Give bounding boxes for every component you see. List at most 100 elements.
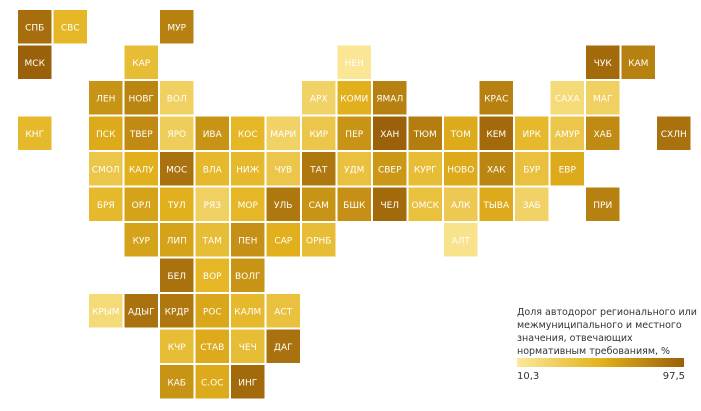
region-tile-label: ВОР bbox=[203, 272, 222, 282]
region-tile-ряз: РЯЗ bbox=[195, 187, 229, 221]
region-tile-rect bbox=[18, 10, 52, 44]
region-tile-мур: МУР bbox=[160, 10, 194, 44]
region-tile-rect bbox=[479, 81, 513, 115]
region-tile-тыва: ТЫВА bbox=[479, 187, 513, 221]
region-tile-label: КОС bbox=[238, 130, 258, 140]
legend-title-line-3: значения, отвечающих bbox=[517, 333, 633, 344]
region-tile-label: ЛЕН bbox=[96, 94, 115, 104]
region-tile-label: ДАГ bbox=[274, 343, 293, 353]
region-tile-rect bbox=[337, 152, 371, 186]
region-tile-label: НОВО bbox=[447, 165, 474, 175]
region-tile-label: РОС bbox=[203, 307, 222, 317]
region-tile-rect bbox=[89, 294, 123, 328]
region-tile-орл: ОРЛ bbox=[124, 187, 158, 221]
region-tile-rect bbox=[408, 152, 442, 186]
region-tile-label: СВЕР bbox=[378, 165, 402, 175]
region-tile-rect bbox=[89, 81, 123, 115]
color-legend: Доля автодорог регионального или межмуни… bbox=[517, 307, 697, 382]
region-tile-label: МАРИ bbox=[270, 130, 296, 140]
region-tile-rect bbox=[586, 187, 620, 221]
region-tile-калу: КАЛУ bbox=[124, 152, 158, 186]
region-tile-rect bbox=[160, 294, 194, 328]
region-tile-label: ТЮМ bbox=[413, 130, 437, 140]
region-tile-label: ИРК bbox=[522, 130, 541, 140]
region-tile-rect bbox=[124, 81, 158, 115]
region-tile-rect bbox=[621, 45, 655, 79]
region-tile-rect bbox=[444, 187, 478, 221]
region-tile-хак: ХАК bbox=[479, 152, 513, 186]
region-tile-label: АСТ bbox=[274, 307, 292, 317]
region-tile-спб: СПБ bbox=[18, 10, 52, 44]
region-tile-алт: АЛТ bbox=[444, 223, 478, 257]
region-tile-кур: КУР bbox=[124, 223, 158, 257]
region-tile-пск: ПСК bbox=[89, 116, 123, 150]
region-tile-label: БШК bbox=[343, 201, 366, 211]
region-tile-rect bbox=[586, 116, 620, 150]
region-tile-rect bbox=[195, 258, 229, 292]
region-tile-чеч: ЧЕЧ bbox=[231, 329, 265, 363]
region-tile-при: ПРИ bbox=[586, 187, 620, 221]
region-tile-ниж: НИЖ bbox=[231, 152, 265, 186]
region-tile-rect bbox=[231, 294, 265, 328]
region-tile-каб: КАБ bbox=[160, 365, 194, 399]
region-tile-rect bbox=[302, 152, 336, 186]
region-tile-label: ПЕР bbox=[345, 130, 363, 140]
region-tile-rect bbox=[515, 187, 549, 221]
region-tile-ямал: ЯМАЛ bbox=[373, 81, 407, 115]
region-tile-rect bbox=[195, 152, 229, 186]
region-tile-label: ЯМАЛ bbox=[376, 94, 403, 104]
region-tile-rect bbox=[160, 10, 194, 44]
region-tile-rect bbox=[231, 329, 265, 363]
region-tile-rect bbox=[160, 329, 194, 363]
region-tile-label: ТВЕР bbox=[129, 130, 153, 140]
region-tile-label: КРАС bbox=[484, 94, 508, 104]
region-tile-кем: КЕМ bbox=[479, 116, 513, 150]
region-tile-rect bbox=[160, 116, 194, 150]
region-tile-label: С.ОС bbox=[201, 378, 224, 388]
region-tile-чув: ЧУВ bbox=[266, 152, 300, 186]
region-tile-rect bbox=[266, 294, 300, 328]
region-tile-крым: КРЫМ bbox=[89, 294, 123, 328]
region-tile-label: САМ bbox=[309, 201, 329, 211]
region-tile-label: ОМСК bbox=[411, 201, 439, 211]
region-tile-rect bbox=[373, 81, 407, 115]
region-tile-label: ЧЕЛ bbox=[380, 201, 399, 211]
legend-title-line-2: межмуниципального и местного bbox=[517, 320, 682, 331]
region-tile-крас: КРАС bbox=[479, 81, 513, 115]
region-tile-rect bbox=[124, 152, 158, 186]
region-tile-label: СМОЛ bbox=[92, 165, 120, 175]
legend-color-bar bbox=[517, 358, 684, 367]
region-tile-кнг: КНГ bbox=[18, 116, 52, 150]
region-tile-label: НОВГ bbox=[128, 94, 154, 104]
region-tile-удм: УДМ bbox=[337, 152, 371, 186]
region-tile-свер: СВЕР bbox=[373, 152, 407, 186]
region-tile-rect bbox=[231, 365, 265, 399]
region-tile-label: ТУЛ bbox=[167, 201, 186, 211]
region-tile-rect bbox=[124, 294, 158, 328]
region-tile-rect bbox=[160, 152, 194, 186]
region-tile-кир: КИР bbox=[302, 116, 336, 150]
region-tile-rect bbox=[302, 187, 336, 221]
region-tile-rect bbox=[550, 81, 584, 115]
region-tile-rect bbox=[160, 187, 194, 221]
region-tile-rect bbox=[266, 187, 300, 221]
region-tile-rect bbox=[160, 81, 194, 115]
region-tile-label: УДМ bbox=[344, 165, 364, 175]
region-tile-кам: КАМ bbox=[621, 45, 655, 79]
region-tile-rect bbox=[373, 116, 407, 150]
region-tile-label: ВЛА bbox=[203, 165, 223, 175]
region-tile-label: ХАН bbox=[380, 130, 399, 140]
region-tile-label: САХА bbox=[555, 94, 581, 104]
region-tile-rect bbox=[550, 152, 584, 186]
region-tile-label: КНГ bbox=[25, 130, 44, 140]
region-tile-rect bbox=[89, 187, 123, 221]
region-tile-rect bbox=[657, 116, 691, 150]
region-tile-тат: ТАТ bbox=[302, 152, 336, 186]
region-tile-label: БЕЛ bbox=[167, 272, 186, 282]
region-tile-label: ВОЛ bbox=[167, 94, 187, 104]
region-tile-label: МОР bbox=[238, 201, 259, 211]
region-tile-label: АДЫГ bbox=[128, 307, 155, 317]
region-tile-rect bbox=[515, 116, 549, 150]
region-tile-вор: ВОР bbox=[195, 258, 229, 292]
region-tile-омск: ОМСК bbox=[408, 187, 442, 221]
